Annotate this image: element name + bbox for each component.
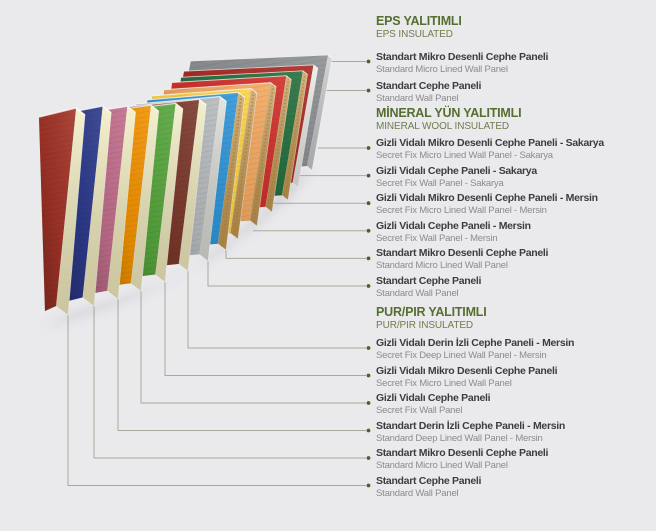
- leader-dot-mineral-wool-5: [366, 256, 371, 261]
- panel-label-eps-2: Standart Cephe Paneli Standard Wall Panel: [376, 80, 481, 104]
- leader-line-mineral-wool-6: [207, 261, 366, 287]
- panel-label-mineral-wool-2: Gizli Vidalı Cephe Paneli - Sakarya Secre…: [376, 165, 537, 189]
- panel-top-edge: [184, 64, 319, 72]
- leader-dot-eps-1: [366, 59, 371, 64]
- section-header-pur-pir: PUR/PIR YALITIMLI PUR/PIR INSULATED: [376, 306, 487, 332]
- panel-label-title: Standart Mikro Desenli Cephe Paneli: [376, 447, 549, 459]
- panel-top-edge: [172, 75, 292, 83]
- section-subtitle: PUR/PIR INSULATED: [376, 320, 474, 331]
- panel-label-subtitle: Standard Micro Lined Wall Panel: [376, 63, 508, 75]
- leader-dot-mineral-wool-3: [366, 201, 371, 206]
- panel-label-subtitle: Secret Fix Micro Lined Wall Panel: [376, 377, 512, 389]
- panel-label-mineral-wool-1: Gizli Vidalı Mikro Desenli Cephe Paneli …: [376, 137, 604, 161]
- panel-top-edge: [181, 70, 308, 78]
- panel-top-edge: [147, 91, 245, 101]
- panel-label-subtitle: Secret Fix Micro Lined Wall Panel - Saka…: [376, 150, 553, 161]
- panel-label-subtitle: Secret Fix Wall Panel - Mersin: [376, 232, 498, 244]
- section-title: MİNERAL YÜN YALITIMLI: [376, 105, 522, 120]
- panel-label-subtitle: Secret Fix Wall Panel: [376, 405, 463, 416]
- leader-dot-mineral-wool-1: [366, 146, 371, 150]
- leader-dot-mineral-wool-2: [366, 173, 371, 178]
- panel-label-title: Standart Mikro Desenli Cephe Paneli: [376, 50, 549, 63]
- leader-dots: [366, 59, 371, 488]
- panel-top-edge: [164, 82, 277, 91]
- wool-texture: [233, 90, 255, 237]
- panel-label-subtitle: Standard Micro Lined Wall Panel: [376, 260, 508, 272]
- wool-texture: [220, 94, 243, 247]
- panel-label-title: Standart Cephe Paneli: [376, 275, 482, 287]
- panel-label-subtitle: Standard Micro Lined Wall Panel: [376, 460, 508, 471]
- panel-top-edge: [38, 107, 86, 118]
- panel-label-title: Standart Cephe Paneli: [376, 474, 482, 487]
- leader-line-pur-pir-6: [67, 315, 366, 486]
- panel-top-edge: [152, 88, 258, 97]
- wool-texture: [252, 84, 275, 224]
- panel-label-mineral-wool-3: Gizli Vidalı Mikro Desenli Cephe Paneli …: [376, 192, 598, 216]
- panel-label-mineral-wool-4: Gizli Vidalı Cephe Paneli - Mersin Secret…: [376, 220, 531, 244]
- leader-line-pur-pir-4: [117, 299, 366, 431]
- panel-label-pur-pir-2: Gizli Vidalı Mikro Desenli Cephe Paneli S…: [376, 364, 558, 389]
- panel-label-subtitle: Secret Fix Wall Panel - Sakarya: [376, 177, 504, 189]
- panel-label-title: Gizli Vidalı Cephe Paneli - Mersin: [376, 219, 531, 232]
- leader-line-pur-pir-5: [93, 306, 366, 459]
- panel-label-title: Standart Derin İzli Cephe Paneli - Mersi…: [376, 419, 565, 432]
- panel-label-title: Gizli Vidalı Cephe Paneli: [376, 392, 491, 404]
- leader-dot-eps-2: [366, 88, 371, 93]
- panel-label-title: Gizli Vidalı Mikro Desenli Cephe Paneli …: [376, 137, 604, 149]
- leader-line-mineral-wool-5: [225, 250, 366, 259]
- leader-dot-pur-pir-5: [366, 456, 371, 460]
- leader-dot-pur-pir-4: [366, 428, 371, 433]
- wool-texture: [284, 72, 306, 198]
- panel-top-edge: [123, 98, 207, 108]
- section-header-mineral-wool: MİNERAL YÜN YALITIMLI MINERAL WOOL INSULA…: [376, 105, 522, 133]
- panel-label-title: Gizli Vidalı Cephe Paneli - Sakarya: [376, 164, 537, 177]
- section-title: PUR/PIR YALITIMLI: [376, 305, 487, 319]
- panel-label-pur-pir-5: Standart Mikro Desenli Cephe Paneli Stand…: [376, 447, 548, 471]
- leader-dot-mineral-wool-4: [366, 228, 371, 233]
- leader-line-pur-pir-1: [187, 271, 366, 349]
- panel-label-subtitle: Standard Wall Panel: [376, 92, 459, 104]
- panel-label-title: Gizli Vidalı Mikro Desenli Cephe Paneli: [376, 364, 558, 377]
- panel-pur-pir-6: [38, 107, 86, 316]
- panel-top-edge: [136, 95, 227, 105]
- panel-label-subtitle: Standard Wall Panel: [376, 288, 459, 299]
- panel-label-pur-pir-1: Gizli Vidalı Derin İzli Cephe Paneli - M…: [376, 337, 574, 361]
- panel-label-pur-pir-6: Standart Cephe Paneli Standard Wall Panel: [376, 475, 481, 499]
- panel-label-pur-pir-4: Standart Derin İzli Cephe Paneli - Mersi…: [376, 420, 565, 444]
- leader-dot-pur-pir-1: [366, 346, 371, 350]
- panel-label-title: Standart Cephe Paneli: [376, 79, 482, 92]
- leader-lines: [67, 61, 366, 486]
- section-title: EPS YALITIMLI: [376, 14, 462, 28]
- panel-label-title: Standart Mikro Desenli Cephe Paneli: [376, 247, 549, 260]
- panel-label-title: Gizli Vidalı Mikro Desenli Cephe Paneli …: [376, 192, 598, 205]
- panel-label-pur-pir-3: Gizli Vidalı Cephe Paneli Secret Fix Wall…: [376, 392, 491, 416]
- section-header-eps: EPS YALITIMLI EPS INSULATED: [376, 15, 462, 41]
- panel-label-subtitle: Secret Fix Micro Lined Wall Panel - Mers…: [376, 205, 547, 217]
- wool-texture: [267, 77, 290, 210]
- panels: [38, 54, 333, 316]
- leader-dot-pur-pir-3: [366, 401, 371, 405]
- panel-label-eps-1: Standart Mikro Desenli Cephe Paneli Stand…: [376, 51, 548, 75]
- leader-dot-pur-pir-2: [366, 373, 371, 378]
- panel-label-title: Gizli Vidalı Derin İzli Cephe Paneli - M…: [376, 337, 575, 349]
- panel-top-edge: [190, 54, 333, 62]
- leader-dot-pur-pir-6: [366, 483, 371, 488]
- section-subtitle: EPS INSULATED: [376, 29, 453, 40]
- leader-line-pur-pir-2: [164, 282, 366, 376]
- leader-dot-mineral-wool-6: [366, 284, 371, 288]
- panel-label-mineral-wool-5: Standart Mikro Desenli Cephe Paneli Stand…: [376, 247, 548, 271]
- section-subtitle: MINERAL WOOL INSULATED: [376, 120, 510, 132]
- panel-label-subtitle: Secret Fix Deep Lined Wall Panel - Mersi…: [376, 350, 547, 361]
- leader-line-pur-pir-3: [140, 291, 366, 404]
- panel-label-mineral-wool-6: Standart Cephe Paneli Standard Wall Panel: [376, 275, 481, 299]
- panel-label-subtitle: Standard Wall Panel: [376, 487, 459, 499]
- panel-label-subtitle: Standard Deep Lined Wall Panel - Mersin: [376, 432, 543, 444]
